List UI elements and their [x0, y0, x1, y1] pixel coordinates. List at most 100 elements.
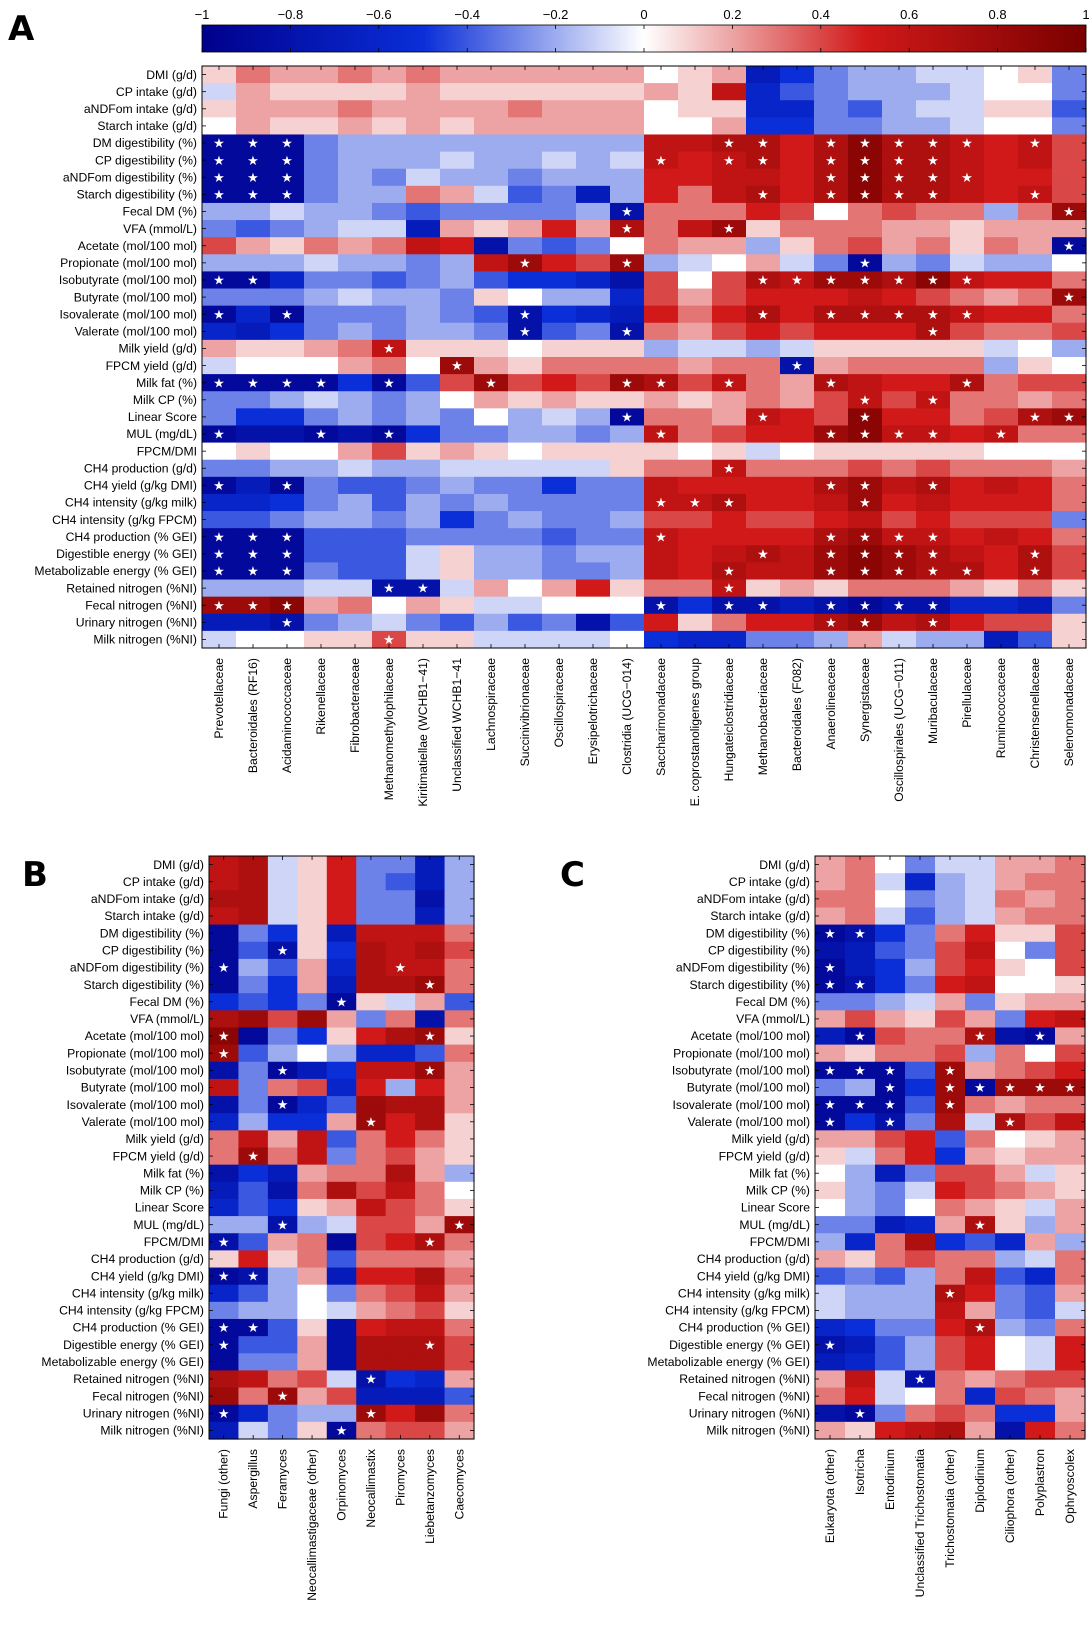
- heatmap-cell: [815, 941, 846, 960]
- heatmap-cell: [950, 202, 985, 221]
- heatmap-cell: [474, 202, 509, 221]
- heatmap-cell: [270, 374, 305, 392]
- heatmap-cell: [209, 1353, 240, 1372]
- heatmap-cell: [338, 579, 373, 598]
- significance-star: ★: [218, 1234, 230, 1249]
- row-label: Milk yield (g/d): [731, 1132, 810, 1146]
- heatmap-cell: [267, 1216, 298, 1234]
- heatmap-cell: [267, 1198, 298, 1217]
- heatmap-cell: [508, 322, 543, 341]
- heatmap-cell: [542, 151, 577, 170]
- row-label: Urinary nitrogen (%NI): [689, 1406, 810, 1420]
- heatmap-cell: [875, 1096, 906, 1114]
- heatmap-cell: [678, 66, 713, 84]
- heatmap-cell: [848, 134, 883, 153]
- heatmap-cell: [815, 1164, 846, 1183]
- heatmap-cell: [270, 630, 305, 649]
- heatmap-cell: [780, 288, 815, 307]
- heatmap-cell: [415, 890, 446, 909]
- heatmap-cell: [440, 254, 475, 273]
- row-label: DM digestibility (%): [93, 136, 197, 150]
- heatmap-cell: [202, 305, 237, 324]
- heatmap-cell: [712, 357, 747, 375]
- heatmap-cell: [406, 305, 441, 324]
- heatmap-cell: [644, 117, 679, 136]
- heatmap-cell: [644, 305, 679, 324]
- heatmap-cell: [905, 1353, 936, 1372]
- heatmap-cell: [238, 1096, 269, 1114]
- heatmap-cell: [209, 993, 240, 1011]
- row-label: FPCM/DMI: [750, 1235, 810, 1249]
- heatmap-cell: [474, 391, 509, 409]
- heatmap-cell: [984, 271, 1019, 290]
- heatmap-cell: [508, 545, 543, 564]
- heatmap-cell: [905, 1233, 936, 1251]
- heatmap-cell: [780, 254, 815, 273]
- heatmap-cell: [882, 579, 917, 598]
- column-label: Erysipelotrichaceae: [586, 658, 600, 765]
- heatmap-cell: [356, 1198, 387, 1217]
- significance-star: ★: [213, 546, 225, 561]
- heatmap-cell: [326, 1130, 357, 1149]
- heatmap-cell: [712, 202, 747, 221]
- heatmap-cell: [1018, 528, 1053, 546]
- heatmap-cell: [270, 202, 305, 221]
- significance-star: ★: [247, 170, 259, 185]
- heatmap-cell: [848, 271, 883, 290]
- heatmap-cell: [338, 374, 373, 392]
- row-label: Valerate (mol/100 mol): [82, 1115, 204, 1129]
- heatmap-cell: [372, 305, 407, 324]
- heatmap-cell: [236, 254, 271, 273]
- heatmap-cell: [508, 476, 543, 495]
- heatmap-cell: [1018, 630, 1053, 649]
- heatmap-cell: [1025, 1387, 1056, 1406]
- heatmap-cell: [984, 528, 1019, 546]
- axis-ticks: [209, 856, 474, 1439]
- heatmap-cell: [780, 357, 815, 375]
- column-label: Isotricha: [853, 1449, 867, 1495]
- significance-star: ★: [218, 1320, 230, 1335]
- row-label: Acetate (mol/100 mol): [691, 1029, 810, 1043]
- heatmap-cell: [356, 1130, 387, 1149]
- heatmap-cell: [905, 1164, 936, 1183]
- significance-star: ★: [927, 564, 939, 579]
- heatmap-cell: [202, 288, 237, 307]
- heatmap-cell: [576, 202, 611, 221]
- heatmap-cell: [270, 425, 305, 444]
- heatmap-cell: [415, 1078, 446, 1097]
- heatmap-cell: [406, 168, 441, 187]
- heatmap-cell: [406, 630, 441, 649]
- heatmap-cell: [950, 545, 985, 564]
- heatmap-cell: [267, 1147, 298, 1166]
- heatmap-cell: [270, 493, 305, 512]
- heatmap-cell: [356, 1233, 387, 1251]
- row-label: Urinary nitrogen (%NI): [76, 616, 197, 630]
- heatmap-cell: [814, 66, 849, 84]
- heatmap-cell: [848, 220, 883, 238]
- heatmap-cell: [372, 322, 407, 341]
- heatmap-cell: [385, 890, 416, 909]
- heatmap-cell: [267, 1078, 298, 1097]
- heatmap-cell: [845, 1267, 876, 1286]
- heatmap-cell: [209, 958, 240, 977]
- heatmap-cell: [406, 134, 441, 153]
- heatmap-cell: [644, 83, 679, 101]
- heatmap-cell: [678, 254, 713, 273]
- heatmap-cell: [1052, 493, 1087, 512]
- significance-star: ★: [825, 307, 837, 322]
- heatmap-cell: [372, 237, 407, 255]
- heatmap-cell: [508, 374, 543, 392]
- heatmap-cell: [905, 1387, 936, 1406]
- significance-star: ★: [281, 598, 293, 613]
- heatmap-cell: [984, 391, 1019, 409]
- significance-star: ★: [213, 307, 225, 322]
- heatmap-cell: [238, 1284, 269, 1303]
- heatmap-cell: [415, 1370, 446, 1389]
- heatmap-cell: [1018, 374, 1053, 392]
- heatmap-cell: [444, 1010, 475, 1029]
- row-label: Isobutyrate (mol/100 mol): [672, 1064, 810, 1078]
- row-label: Milk fat (%): [143, 1166, 204, 1180]
- heatmap-cell: [326, 873, 357, 891]
- significance-star: ★: [859, 307, 871, 322]
- heatmap-cell: [875, 1130, 906, 1149]
